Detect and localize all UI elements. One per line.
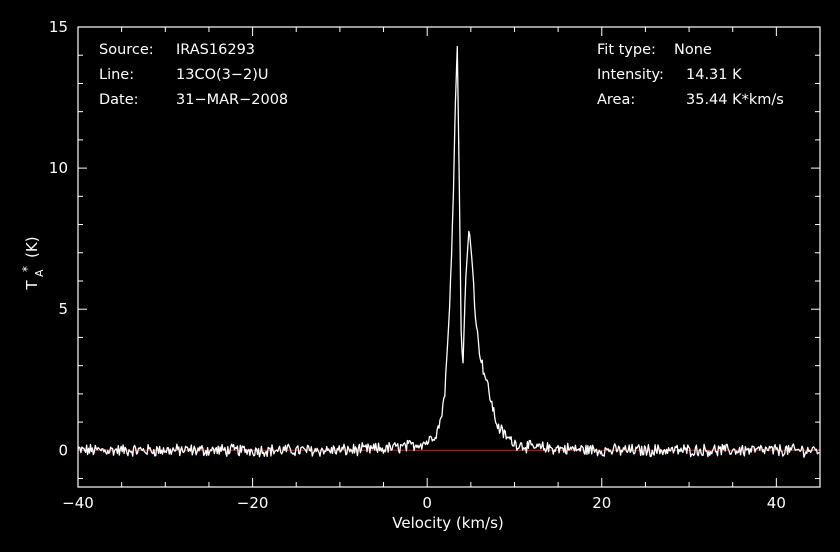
area-value: 35.44 K*km/s <box>686 92 784 108</box>
intensity-label: Intensity: <box>597 67 664 83</box>
y-axis-label-subscript: A <box>33 269 46 277</box>
intensity-value: 14.31 K <box>686 67 742 83</box>
date-value: 31−MAR−2008 <box>176 92 288 108</box>
tick-labels: −40 −20 0 20 40 0 5 10 15 <box>49 18 786 512</box>
date-label: Date: <box>99 92 139 108</box>
y-tick-label: 0 <box>58 441 68 459</box>
source-value: IRAS16293 <box>176 42 255 58</box>
info-right: Fit type: None Intensity: 14.31 K Area: … <box>597 42 784 108</box>
y-axis-label-unit: (K) <box>23 236 41 258</box>
x-tick-label: 20 <box>592 494 611 512</box>
x-tick-label: 40 <box>767 494 786 512</box>
y-axis-label-main: T <box>23 280 41 291</box>
line-label: Line: <box>99 67 134 83</box>
x-tick-label: −20 <box>237 494 269 512</box>
source-label: Source: <box>99 42 154 58</box>
y-tick-label: 15 <box>49 18 68 36</box>
y-tick-label: 5 <box>58 300 68 318</box>
x-tick-label: −40 <box>62 494 94 512</box>
fit-type-label: Fit type: <box>597 42 656 58</box>
y-axis-label: T A * (K) <box>20 236 46 290</box>
y-tick-label: 10 <box>49 159 68 177</box>
plot-frame <box>77 26 821 488</box>
y-axis-label-superscript: * <box>20 266 34 272</box>
fit-type-value: None <box>674 42 712 58</box>
x-axis-label: Velocity (km/s) <box>392 514 503 532</box>
area-label: Area: <box>597 92 635 108</box>
info-left: Source: IRAS16293 Line: 13CO(3−2)U Date:… <box>99 42 288 108</box>
x-tick-label: 0 <box>422 494 432 512</box>
spectrum-line <box>77 45 820 458</box>
line-value: 13CO(3−2)U <box>176 67 269 83</box>
